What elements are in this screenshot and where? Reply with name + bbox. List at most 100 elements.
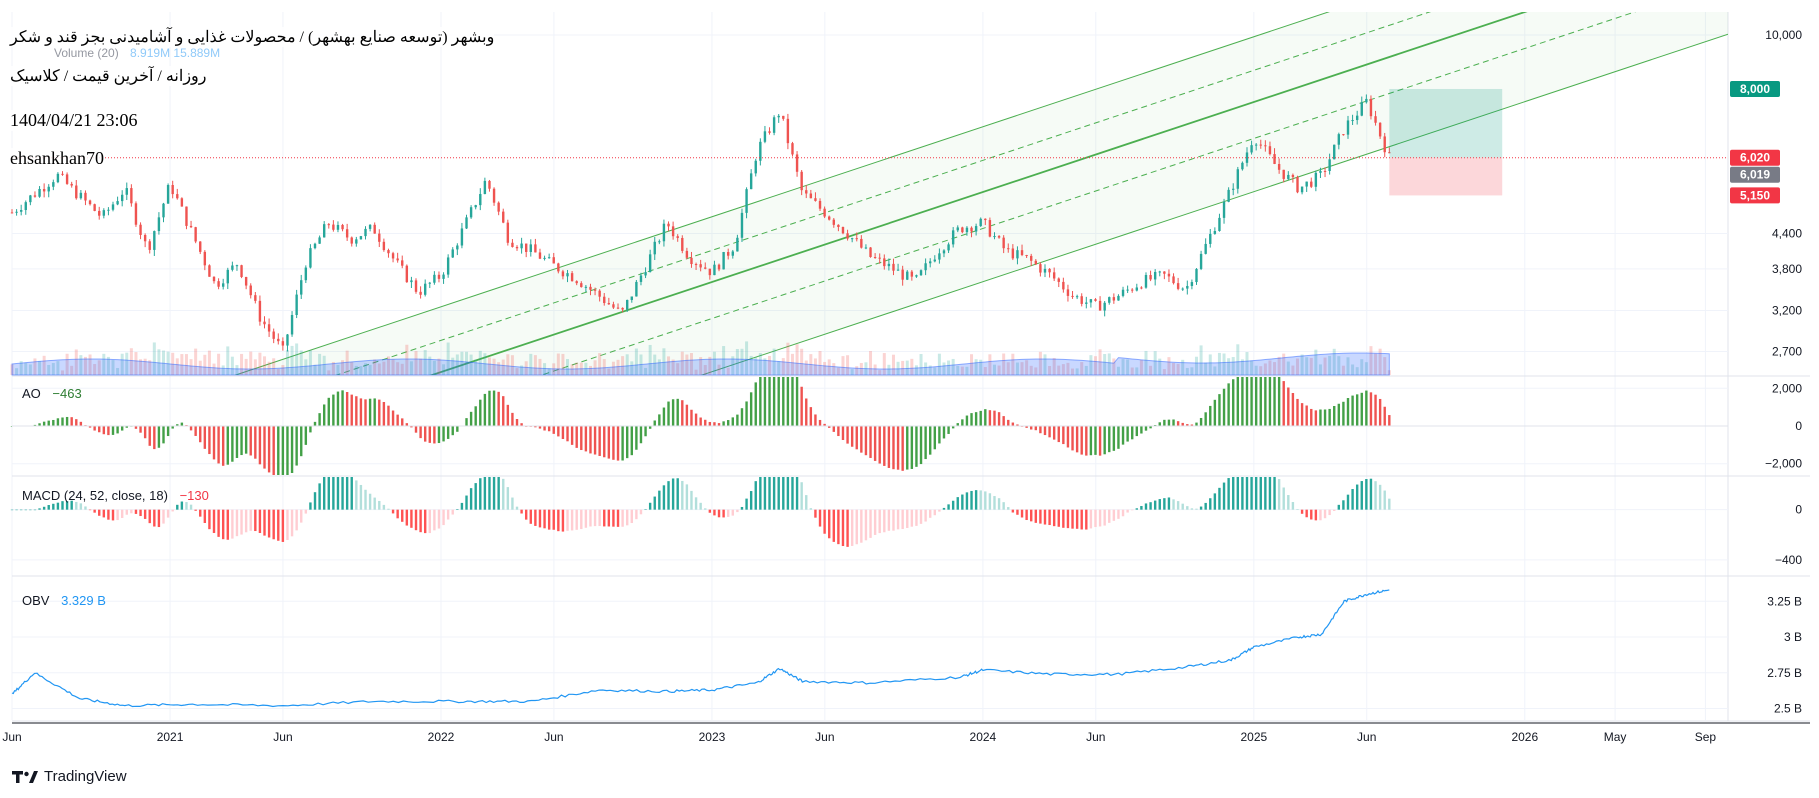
candle-body: [1016, 250, 1019, 259]
volume-bar: [836, 367, 840, 375]
ao-bar: [217, 426, 220, 464]
macd-bar: [355, 480, 358, 510]
ao-bar: [676, 398, 679, 426]
macd-bar: [786, 477, 790, 510]
chart-title: وبشهر (توسعه صنایع بهشهر) / محصولات غذای…: [10, 27, 495, 47]
candle-body: [166, 185, 170, 204]
ao-bar: [47, 420, 50, 426]
volume-bar: [139, 359, 143, 375]
macd-bar: [1075, 509, 1079, 529]
macd-bar: [1066, 509, 1070, 529]
macd-bar: [768, 477, 771, 510]
candle-body: [965, 227, 969, 233]
price-tick-label: 2,700: [1772, 345, 1802, 359]
volume-bar: [740, 348, 744, 375]
macd-bar: [974, 490, 978, 510]
ao-bar: [1075, 426, 1079, 453]
ao-bar: [970, 413, 973, 426]
macd-bar: [456, 509, 459, 510]
candle-body: [671, 226, 675, 237]
volume-bar: [308, 350, 312, 375]
macd-bar: [534, 509, 537, 526]
ao-bar: [1112, 426, 1116, 451]
macd-bar: [157, 509, 161, 528]
volume-bar: [1121, 359, 1125, 375]
volume-bar: [1240, 359, 1244, 375]
volume-bar: [625, 354, 629, 375]
candle-body: [1020, 250, 1024, 256]
volume-bar: [1112, 358, 1116, 375]
ao-bar: [749, 392, 753, 426]
volume-bar: [244, 358, 248, 375]
ao-bar: [951, 426, 955, 429]
macd-bar: [809, 508, 813, 510]
volume-bar: [276, 368, 280, 375]
macd-bar: [1204, 502, 1207, 510]
ao-bar: [1319, 409, 1322, 426]
macd-bar: [267, 509, 271, 538]
macd-bar: [10, 509, 14, 511]
candle-body: [1291, 174, 1295, 178]
candle-body: [777, 115, 780, 118]
volume-bar: [1034, 367, 1038, 375]
candle-body: [1369, 98, 1373, 117]
ao-bar: [107, 426, 110, 436]
ao-bar: [1346, 398, 1350, 426]
ao-bar: [869, 426, 872, 458]
ao-bar: [502, 396, 505, 426]
ao-bar: [878, 426, 881, 464]
macd-bar: [254, 509, 257, 532]
macd-bar: [428, 509, 431, 534]
volume-bar: [878, 370, 882, 375]
candle-body: [1259, 144, 1262, 146]
ao-bar: [423, 426, 427, 442]
ao-bar: [580, 426, 583, 451]
macd-bar: [15, 509, 18, 511]
macd-bar: [111, 509, 115, 521]
candle-body: [717, 264, 721, 270]
macd-bar: [189, 504, 193, 510]
macd-bar: [543, 509, 546, 529]
candle-body: [722, 252, 725, 270]
ao-bar: [267, 426, 271, 473]
candle-body: [483, 180, 487, 195]
ao-bar: [387, 405, 390, 426]
ao-bar: [1374, 394, 1377, 426]
macd-bar: [639, 509, 643, 515]
channel-lower-line: [700, 33, 1728, 375]
candle-body: [547, 257, 551, 259]
macd-bar: [194, 509, 197, 511]
candle-body: [855, 238, 858, 240]
candle-body: [1149, 274, 1152, 280]
macd-value: −130: [179, 488, 209, 503]
ao-bar: [575, 426, 578, 448]
candle-body: [768, 131, 771, 133]
volume-bar: [423, 350, 427, 375]
candle-body: [1355, 115, 1359, 121]
macd-bar: [915, 509, 918, 526]
volume-bar: [1139, 360, 1143, 375]
volume-bar: [602, 359, 606, 375]
candle-body: [300, 280, 303, 295]
volume-bar: [1153, 351, 1157, 375]
candle-body: [341, 224, 344, 230]
ao-tick-label: 0: [1795, 419, 1802, 433]
macd-bar: [690, 490, 693, 510]
tradingview-logo[interactable]: TradingView: [12, 768, 127, 785]
volume-bar: [1300, 354, 1304, 375]
candle-body: [929, 261, 932, 264]
macd-bar: [1209, 498, 1212, 510]
ao-bar: [515, 419, 519, 426]
macd-bar: [515, 506, 519, 510]
ao-bar: [1259, 377, 1262, 426]
candle-body: [29, 195, 32, 203]
volume-bar: [327, 370, 331, 375]
macd-bar: [56, 502, 60, 510]
ao-bar: [171, 426, 174, 429]
ao-bar: [846, 426, 849, 444]
volume-bar: [1020, 362, 1024, 375]
candle-body: [1158, 271, 1161, 273]
volume-bar: [630, 361, 634, 375]
macd-bar: [524, 509, 528, 520]
macd-bar: [1176, 501, 1180, 510]
